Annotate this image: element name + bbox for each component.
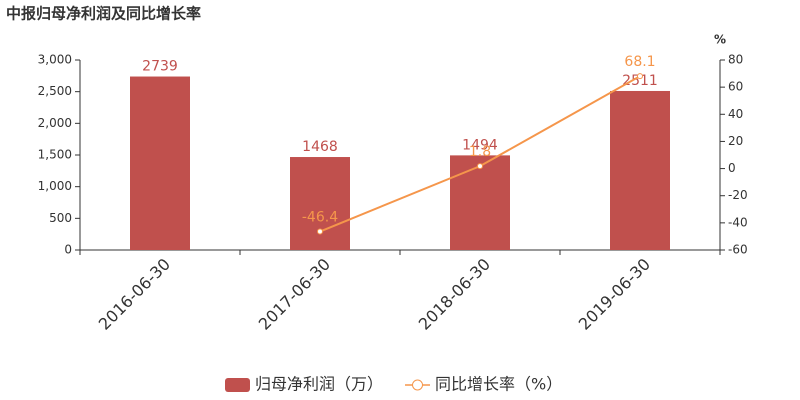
y2-tick-label: 0 (728, 161, 736, 175)
chart-title: 中报归母净利润及同比增长率 (6, 5, 201, 23)
y-tick-label: 1,000 (38, 179, 72, 193)
line-point (637, 73, 643, 80)
bar-value-label: 2739 (142, 59, 178, 75)
bar (610, 90, 670, 250)
y-tick-label: 2,500 (38, 84, 72, 98)
bar (130, 76, 190, 250)
y2-tick-label: 40 (728, 107, 743, 121)
y-tick-label: 2,000 (38, 116, 72, 130)
line-point (317, 228, 323, 235)
line-value-label: 68.1 (624, 54, 655, 70)
x-tick-label: 2017-06-30 (255, 255, 334, 334)
x-tick-label: 2019-06-30 (575, 255, 654, 334)
y2-tick-label: -20 (728, 188, 748, 202)
line-point (477, 163, 483, 170)
x-tick-label: 2018-06-30 (415, 255, 494, 334)
bar-value-label: 2511 (622, 73, 658, 89)
y-tick-label: 1,500 (38, 148, 72, 162)
y2-axis-label: % (714, 33, 726, 47)
y-tick-label: 0 (64, 243, 72, 257)
legend-swatch (225, 378, 250, 392)
legend-label: 归母净利润（万） (255, 375, 383, 394)
x-tick-label: 2016-06-30 (95, 255, 174, 334)
bar (290, 157, 350, 250)
y2-tick-label: 20 (728, 134, 743, 148)
y2-tick-label: 80 (728, 53, 743, 67)
y-tick-label: 3,000 (38, 53, 72, 67)
bar-value-label: 1494 (462, 137, 498, 153)
legend-swatch (412, 379, 424, 391)
y2-tick-label: 60 (728, 80, 743, 94)
line-value-label: 1.8 (469, 144, 491, 160)
bar-value-label: 1468 (302, 139, 338, 155)
bar (450, 155, 510, 250)
legend-label: 同比增长率（%） (435, 375, 562, 394)
line-value-label: -46.4 (302, 210, 338, 226)
y2-tick-label: -40 (728, 215, 748, 229)
y-tick-label: 500 (49, 211, 72, 225)
y2-tick-label: -60 (728, 243, 748, 257)
